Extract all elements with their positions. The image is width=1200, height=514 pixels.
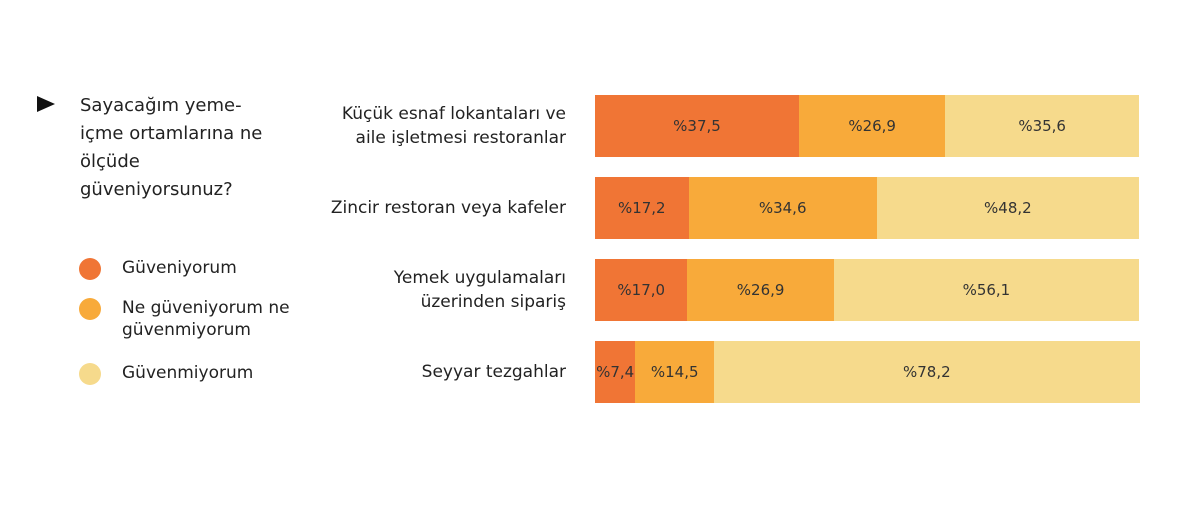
bar-segment: %78,2: [714, 341, 1140, 403]
bar-segment: %26,9: [687, 259, 834, 321]
legend-marker: [79, 298, 101, 320]
bar-segment: %17,2: [595, 177, 689, 239]
legend-label: Güvenmiyorum: [122, 363, 254, 383]
bar-segment: %26,9: [799, 95, 946, 157]
category-label: Zincir restoran veya kafeler: [330, 198, 566, 218]
legend-label: Güveniyorum: [122, 258, 237, 278]
bar-segment: %17,0: [595, 259, 688, 321]
chart-title: Sayacağım yeme-içme ortamlarına ne ölçüd…: [80, 95, 263, 200]
bar-segment: %35,6: [945, 95, 1139, 157]
value-label: %7,4: [596, 363, 635, 381]
category-label: Yemek uygulamaları üzerinden sipariş: [393, 268, 566, 312]
bar-segment: %56,1: [833, 259, 1139, 321]
legend-marker: [79, 363, 101, 385]
bar-segment: %37,5: [595, 95, 799, 157]
value-label: %56,1: [962, 281, 1011, 299]
legend-label: Ne güveniyorum ne güvenmiyorum: [122, 298, 290, 340]
arrow-icon: [37, 96, 55, 112]
bar-segment: %48,2: [876, 177, 1139, 239]
value-label: %48,2: [984, 199, 1032, 217]
value-label: %14,5: [650, 363, 699, 381]
value-label: %17,2: [617, 199, 666, 217]
bar-segment: %34,6: [688, 177, 877, 239]
bar-segment: %7,4: [595, 341, 636, 403]
category-label: Seyyar tezgahlar: [421, 362, 566, 382]
value-label: %26,9: [848, 117, 896, 135]
value-label: %35,6: [1018, 117, 1066, 135]
value-label: %37,5: [673, 117, 721, 135]
value-label: %26,9: [736, 281, 785, 299]
value-label: %34,6: [758, 199, 807, 217]
legend-marker: [79, 258, 101, 280]
value-label: %17,0: [617, 281, 666, 299]
category-label: Küçük esnaf lokantaları ve aile işletmes…: [341, 104, 566, 148]
value-label: %78,2: [903, 363, 951, 381]
bar-segment: %14,5: [635, 341, 715, 403]
